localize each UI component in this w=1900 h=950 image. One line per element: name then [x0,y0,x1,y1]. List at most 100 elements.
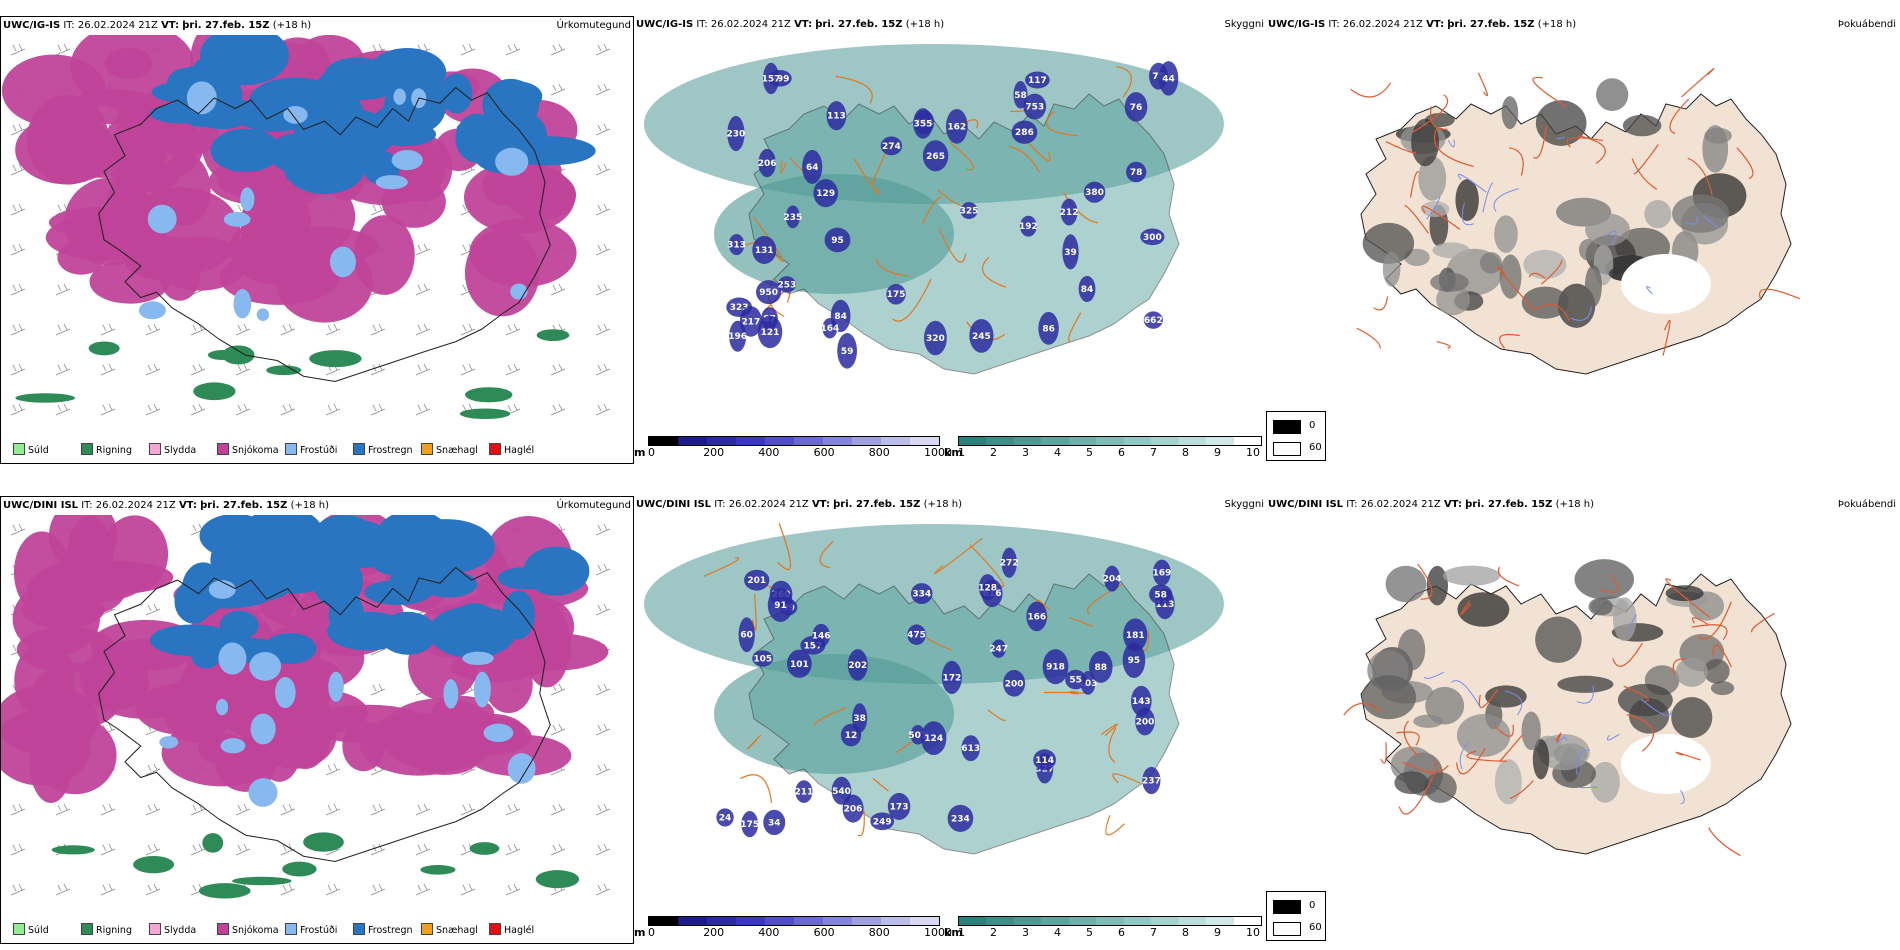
ceiling-label: 146 [812,632,831,642]
precip-legend-item: Snæhagl [421,923,478,936]
ceiling-label: 201 [747,576,766,586]
legend-label: Haglél [504,445,535,456]
precip-legend-item: Rigning [81,923,132,936]
valid-time-label: VT: [161,20,180,31]
precip-legend-item: Frostregn [353,923,413,936]
ceiling-label: 58 [1014,91,1027,101]
panel-title: Þokuábendi [1837,19,1896,30]
precip-legend-item: Frostúði [285,443,337,456]
init-time-value: 26.02.2024 21Z [728,499,809,510]
colorbar-cell [1041,917,1069,925]
panel-header: UWC/DINI ISL IT: 26.02.2024 21Z VT: þri.… [636,499,1264,510]
precip-legend-item: Rigning [81,443,132,456]
legend-swatch [285,443,297,455]
ceiling-label: 334 [912,590,931,600]
legend-swatch [489,443,501,455]
legend-swatch [217,443,229,455]
panel-title: Þokuábendi [1837,499,1896,510]
colorbar-tick: 400 [758,926,780,939]
colorbar-tick: 9 [1214,926,1221,939]
colorbar-cell [765,917,794,925]
fog-indicator-map [1350,67,1801,375]
legend-label: Rigning [96,445,132,456]
ceiling-label: 128 [978,583,997,593]
colorbar-tick: 600 [813,446,835,459]
init-time-label: IT: [81,500,93,511]
precip-type-panel: UWC/IG-IS IT: 26.02.2024 21Z VT: þri. 27… [0,16,634,464]
colorbar-unit: km [944,926,963,939]
ceiling-label: 475 [907,631,926,641]
ceiling-label: 175 [887,290,906,300]
ceiling-label: 95 [1128,656,1141,666]
colorbar-tick: 200 [703,446,725,459]
ceiling-label: 78 [1130,168,1143,178]
init-time-value: 26.02.2024 21Z [95,500,176,511]
ceiling-label: 131 [755,246,774,256]
model-name: UWC/DINI ISL [636,499,712,510]
fog-legend-label: 0 [1309,900,1316,911]
colorbar-tick: 0 [648,446,655,459]
colorbar-tick: 1 [958,926,965,939]
precip-legend-item: Snjókoma [217,923,279,936]
colorbar-unit: m [634,926,646,939]
valid-time-value: þri. 27.feb. 15Z [182,20,270,31]
valid-time-value: þri. 27.feb. 15Z [1465,499,1553,510]
valid-time-label: VT: [794,19,813,30]
ceiling-label: 196 [728,332,747,342]
colorbar-unit: m [634,446,646,459]
ceiling-label: 211 [795,788,814,798]
ceiling-label: 59 [841,347,854,357]
ceiling-label: 24 [719,813,732,823]
fog-legend-swatch [1273,420,1301,434]
colorbar-tick: 800 [868,926,890,939]
model-name: UWC/IG-IS [3,20,61,31]
init-time-value: 26.02.2024 21Z [710,19,791,30]
ceiling-label: 181 [1126,631,1145,641]
panel-title: Úrkomutegund [556,500,631,511]
colorbar-tick: 5 [1086,446,1093,459]
fog-legend-swatch [1273,442,1301,456]
colorbar-cell [1233,437,1261,445]
legend-swatch [421,923,433,935]
panel-title: Úrkomutegund [556,20,631,31]
visibility-colorbar: km 1 2 3 4 5 6 7 8 9 10 [944,434,1266,466]
colorbar-cell [881,437,910,445]
ceiling-label: 124 [924,734,943,744]
ceiling-label: 753 [1025,103,1044,113]
colorbar-cell [1206,917,1234,925]
colorbar-cell [1151,917,1179,925]
valid-time-value: þri. 27.feb. 15Z [1447,19,1535,30]
legend-swatch [13,923,25,935]
init-time-value: 26.02.2024 21Z [77,20,158,31]
legend-label: Frostregn [368,445,413,456]
colorbar-tick: 400 [758,446,780,459]
visibility-colorbar: km 1 2 3 4 5 6 7 8 9 10 [944,914,1266,946]
colorbar-tick: 1000 [924,926,952,939]
colorbar-cell [649,917,678,925]
ceiling-colorbar: m 0 200 400 600 800 1000 [634,434,952,466]
ceiling-label: 662 [1144,316,1163,326]
ceiling-label: 355 [914,119,933,129]
ceiling-label: 212 [1060,208,1079,218]
ceiling-label: 540 [832,787,851,797]
ceiling-label: 58 [1154,590,1167,600]
colorbar-tick: 6 [1118,926,1125,939]
colorbar-cell [959,917,987,925]
fog-legend-label: 60 [1309,922,1322,933]
ceiling-label: 129 [816,189,835,199]
panel-header: UWC/DINI ISL IT: 26.02.2024 21Z VT: þri.… [3,500,631,511]
ceiling-label: 143 [1132,697,1151,707]
precip-type-map [1,35,611,420]
lead-time: (+18 h) [1555,499,1595,510]
init-time-value: 26.02.2024 21Z [1360,499,1441,510]
fog-legend-box: 0 60 [1266,891,1326,941]
colorbar-cell [649,437,678,445]
ceiling-label: 380 [1085,188,1104,198]
colorbar-tick: 8 [1182,446,1189,459]
colorbar-cell [1151,437,1179,445]
ceiling-label: 91 [774,601,787,611]
ceiling-label: 64 [806,163,819,173]
ceiling-label: 34 [768,818,781,828]
ceiling-label: 274 [882,142,901,152]
legend-label: Rigning [96,925,132,936]
